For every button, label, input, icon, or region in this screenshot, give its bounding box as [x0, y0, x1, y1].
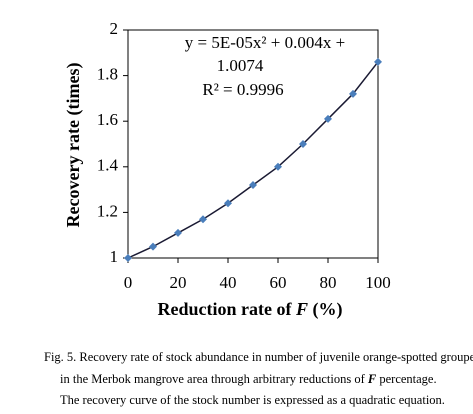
data-point [149, 242, 157, 251]
data-point [374, 57, 382, 66]
data-point [274, 162, 282, 171]
caption: The recovery curve of the stock number i… [60, 393, 445, 407]
x-axis-title: Reduction rate of F (%) [158, 299, 343, 320]
x-title-part: F [295, 299, 308, 319]
caption: Fig. 5. Recovery rate of stock abundance… [44, 350, 473, 364]
x-title-part: (%) [308, 299, 343, 320]
data-point [199, 215, 207, 224]
data-point [349, 89, 357, 98]
data-point [124, 254, 132, 262]
x-title-part: Reduction rate of [158, 299, 296, 319]
caption-part: in the Merbok mangrove area through arbi… [60, 372, 368, 386]
equation: 1.0074 [217, 56, 264, 75]
caption-part: percentage. [376, 372, 436, 386]
x-tick-label: 0 [124, 273, 133, 292]
data-point [174, 228, 182, 237]
y-axis-title: Recovery rate (times) [63, 63, 84, 228]
data-point [224, 199, 232, 208]
x-tick-label: 40 [220, 273, 237, 292]
y-tick-label: 1.2 [97, 201, 118, 220]
y-tick-label: 2 [110, 19, 119, 38]
plot-frame [127, 29, 379, 259]
caption: in the Merbok mangrove area through arbi… [60, 372, 437, 386]
y-tick-label: 1.4 [97, 156, 119, 175]
x-tick-label: 60 [270, 273, 287, 292]
data-point [299, 140, 307, 148]
y-tick-label: 1.6 [97, 110, 118, 129]
y-tick-label: 1 [110, 247, 119, 266]
x-tick-label: 100 [365, 273, 391, 292]
y-tick-label: 1.8 [97, 65, 118, 84]
x-tick-label: 80 [320, 273, 337, 292]
r-squared: R² = 0.9996 [202, 80, 283, 99]
caption-part: F [367, 372, 377, 386]
data-point [249, 181, 257, 190]
x-tick-label: 20 [170, 273, 187, 292]
equation: y = 5E-05x² + 0.004x + [185, 33, 345, 52]
data-point [324, 114, 332, 123]
